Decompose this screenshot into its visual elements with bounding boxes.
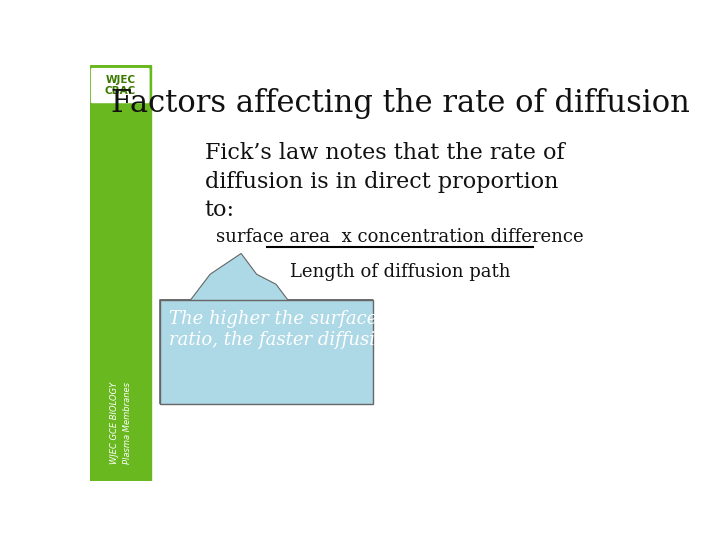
Text: surface area  x concentration difference: surface area x concentration difference [216,228,584,246]
FancyBboxPatch shape [91,69,149,103]
Text: diffusion is in direct proportion: diffusion is in direct proportion [204,171,558,193]
Text: ratio, the faster diffusion occurs.: ratio, the faster diffusion occurs. [169,330,469,349]
Text: Fick’s law notes that the rate of: Fick’s law notes that the rate of [204,143,564,164]
Bar [90,65,151,481]
Text: Length of diffusion path: Length of diffusion path [289,262,510,281]
Text: Factors affecting the rate of diffusion: Factors affecting the rate of diffusion [111,88,690,119]
Text: to:: to: [204,199,235,221]
Text: The higher the surface area to volume: The higher the surface area to volume [169,310,520,328]
Text: WJEC GCE BIOLOGY: WJEC GCE BIOLOGY [110,382,119,464]
Polygon shape [160,253,373,403]
Bar [160,300,373,403]
Text: WJEC
CBAC: WJEC CBAC [105,75,136,97]
Text: Plasma Membranes: Plasma Membranes [123,382,132,464]
